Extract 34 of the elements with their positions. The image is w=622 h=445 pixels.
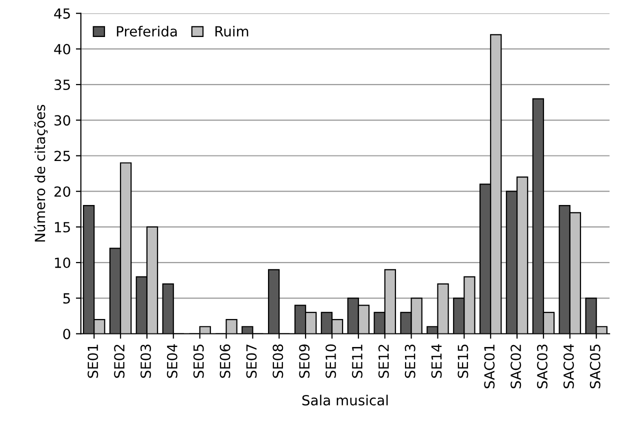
- x-tick-label: SAC02: [510, 344, 522, 388]
- y-tick-label: 30: [54, 115, 70, 126]
- x-tick-label: SE13: [404, 344, 416, 378]
- legend-label: Ruim: [215, 26, 248, 37]
- x-tick-label: SE12: [378, 344, 389, 378]
- x-tick-label: SE05: [193, 344, 204, 378]
- x-tick-label: SAC04: [563, 344, 574, 388]
- x-tick-label: SE15: [458, 344, 468, 378]
- x-tick-label: SE10: [326, 344, 336, 378]
- y-tick-label: 25: [54, 150, 70, 162]
- x-tick-label: SE04: [166, 344, 178, 378]
- x-tick-label: SE11: [352, 344, 362, 378]
- x-axis-title: Sala musical: [302, 394, 388, 406]
- x-tick-label: SAC01: [484, 344, 495, 388]
- x-tick-label: SE02: [114, 344, 125, 378]
- x-tick-label: SE06: [220, 344, 230, 378]
- x-tick-label: SE14: [431, 344, 442, 378]
- x-tick-label: SE07: [246, 344, 257, 378]
- x-tick-label: SE03: [140, 344, 151, 378]
- x-tick-label: SE08: [272, 344, 284, 378]
- y-tick-label: 15: [54, 222, 70, 232]
- y-axis-title: Número de citações: [34, 104, 48, 242]
- y-tick-label: 10: [54, 258, 70, 268]
- y-tick-label: 20: [54, 186, 70, 197]
- y-tick-label: 5: [63, 293, 70, 304]
- y-tick-label: 45: [54, 8, 70, 19]
- y-tick-label: 35: [54, 80, 70, 90]
- x-tick-label: SE01: [88, 344, 98, 378]
- x-tick-label: SAC03: [536, 344, 548, 388]
- legend-label: Preferida: [116, 26, 177, 37]
- y-tick-label: 40: [54, 44, 70, 54]
- x-tick-label: SAC05: [590, 344, 600, 388]
- x-tick-label: SE09: [299, 344, 310, 378]
- y-tick-label: 0: [63, 328, 70, 340]
